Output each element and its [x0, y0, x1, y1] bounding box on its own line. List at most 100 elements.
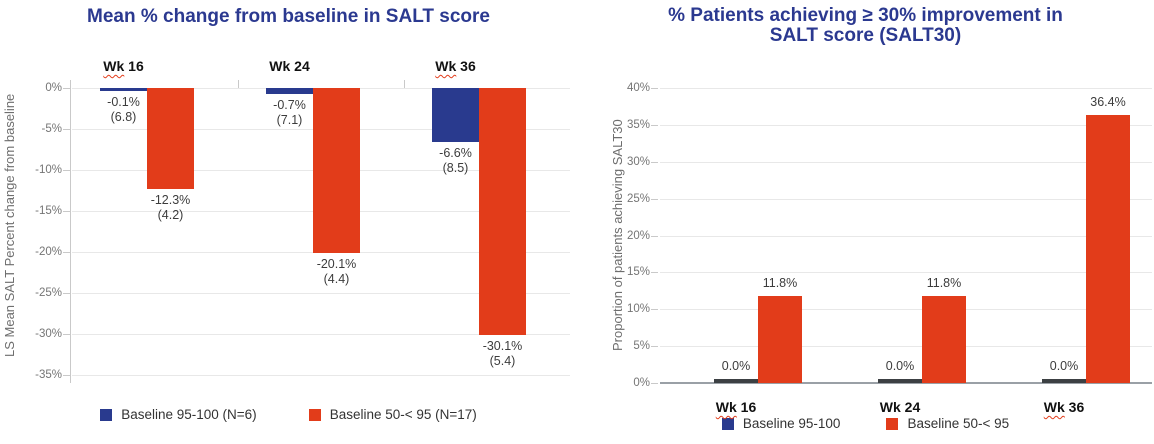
- y-tick-label: -20%: [35, 246, 62, 258]
- y-axis-line: [70, 80, 71, 383]
- y-tick-label: 35%: [626, 118, 650, 131]
- bar-value-text: 11.8%: [926, 275, 962, 290]
- legend-item-baseline-95-100: Baseline 95-100: [721, 416, 841, 431]
- bar-se-text: (4.2): [157, 207, 184, 222]
- y-tick-label: 30%: [626, 155, 650, 168]
- axis-tick: [63, 211, 70, 212]
- bar-se-text: (4.4): [323, 271, 350, 286]
- chart-mean-salt-change: Mean % change from baseline in SALT scor…: [0, 6, 577, 422]
- bar-value-label: 0.0%: [850, 359, 950, 374]
- bar-baseline-50-95-n-17--wk-24: [313, 88, 360, 253]
- axis-tick: [651, 383, 658, 384]
- category-separator-tick: [404, 80, 405, 88]
- axis-tick: [651, 124, 658, 126]
- category-label-prefix: Wk: [435, 58, 457, 74]
- y-tick-label: -10%: [35, 164, 62, 176]
- category-label-wk16: Wk 16: [716, 399, 756, 415]
- axis-tick: [63, 252, 70, 253]
- bar-value-label: 0.0%: [1014, 359, 1114, 374]
- y-tick-label: 25%: [626, 192, 650, 205]
- category-label-prefix: Wk: [879, 399, 901, 415]
- bar-value-text: 36.4%: [1090, 94, 1126, 109]
- legend-swatch-red: [886, 417, 899, 430]
- gridline: [72, 293, 570, 294]
- bar-value-text: 0.0%: [885, 359, 915, 373]
- bar-se-text: (5.4): [489, 353, 516, 368]
- bar-value-text: -6.6%: [439, 146, 472, 161]
- legend-label: Baseline 95-100 (N=6): [121, 407, 257, 422]
- bar-value-text: 11.8%: [762, 275, 798, 290]
- bar-baseline-50-95-wk-24: [922, 295, 966, 383]
- bar-value-text: 0.0%: [1049, 359, 1079, 373]
- y-tick-label: 40%: [626, 82, 650, 94]
- y-tick-label: 0%: [45, 82, 62, 94]
- bar-se-text: (8.5): [442, 161, 469, 176]
- bar-value-label: -20.1% (4.4): [287, 257, 387, 287]
- category-label-number: 16: [740, 399, 757, 415]
- axis-tick: [651, 309, 658, 311]
- y-tick-label: 10%: [626, 303, 650, 316]
- bar-baseline-95-100-n-6--wk-24: [266, 88, 313, 94]
- bar-baseline-50-95-wk-36: [1086, 114, 1130, 383]
- legend-label: Baseline 50-< 95 (N=17): [329, 407, 477, 422]
- axis-tick: [651, 346, 658, 348]
- bar-baseline-95-100-n-6--wk-16: [100, 88, 147, 91]
- legend-label: Baseline 50-< 95: [907, 416, 1010, 431]
- legend-swatch-red: [308, 408, 321, 421]
- gridline: [660, 346, 1152, 348]
- gridline: [72, 334, 570, 335]
- axis-tick: [651, 235, 658, 237]
- bar-baseline-50-95-wk-16: [758, 295, 802, 383]
- y-tick-label: -5%: [41, 123, 62, 135]
- category-label-number: 36: [460, 58, 476, 74]
- bar-value-text: 0.0%: [721, 359, 751, 373]
- y-tick-label: -15%: [35, 205, 62, 217]
- chart-title: Mean % change from baseline in SALT scor…: [87, 6, 490, 27]
- axis-tick: [63, 375, 70, 376]
- y-axis-title: LS Mean SALT Percent change from baselin…: [2, 93, 17, 357]
- bar-baseline-95-100-n-6--wk-36: [432, 88, 479, 143]
- legend: Baseline 95-100 (N=6) Baseline 50-< 95 (…: [0, 407, 577, 422]
- legend-item-baseline-50-95: Baseline 50-< 95: [886, 416, 1009, 431]
- legend-item-baseline-50-95: Baseline 50-< 95 (N=17): [308, 407, 477, 422]
- gridline: [660, 88, 1152, 89]
- gridline: [660, 382, 1152, 384]
- legend: Baseline 95-100 Baseline 50-< 95: [577, 416, 1154, 431]
- category-label-wk36: Wk 36: [1044, 399, 1084, 415]
- legend-swatch-blue: [100, 408, 113, 421]
- category-label-wk36: Wk 36: [435, 58, 475, 74]
- axis-tick: [651, 161, 658, 163]
- bar-se-text: (6.8): [110, 110, 137, 124]
- legend-item-baseline-95-100: Baseline 95-100 (N=6): [100, 407, 257, 422]
- bar-value-label: -0.7% (7.1): [240, 98, 340, 128]
- bar-baseline-95-100-wk-24: [878, 379, 922, 383]
- axis-tick: [63, 88, 70, 89]
- bar-value-label: -6.6% (8.5): [406, 146, 506, 176]
- y-tick-label: 0%: [633, 377, 650, 389]
- y-tick-label: -30%: [35, 328, 62, 340]
- category-label-wk16: Wk 16: [103, 58, 143, 74]
- bar-value-text: -12.3%: [150, 192, 191, 207]
- bar-value-label: -0.1% (6.8): [74, 95, 174, 125]
- gridline: [72, 375, 570, 376]
- category-label-prefix: Wk: [715, 399, 737, 415]
- legend-label: Baseline 95-100: [742, 416, 841, 431]
- category-label-number: 24: [294, 58, 310, 74]
- axis-tick: [651, 272, 658, 274]
- bar-baseline-50-95-n-17--wk-16: [147, 88, 194, 189]
- axis-tick: [63, 293, 70, 294]
- category-label-number: 36: [1068, 399, 1085, 415]
- bar-value-label: 0.0%: [686, 359, 786, 374]
- category-label-prefix: Wk: [103, 58, 125, 74]
- category-label-wk24: Wk 24: [880, 399, 920, 415]
- bar-value-text: -0.7%: [273, 97, 306, 112]
- gridline: [660, 272, 1152, 274]
- axis-tick: [651, 198, 658, 200]
- y-tick-label: -35%: [35, 369, 62, 381]
- bar-value-label: -30.1% (5.4): [453, 339, 553, 369]
- category-label-prefix: Wk: [269, 58, 291, 74]
- gridline: [660, 235, 1152, 237]
- bar-value-label: -12.3% (4.2): [121, 193, 221, 223]
- bar-baseline-95-100-wk-36: [1042, 379, 1086, 383]
